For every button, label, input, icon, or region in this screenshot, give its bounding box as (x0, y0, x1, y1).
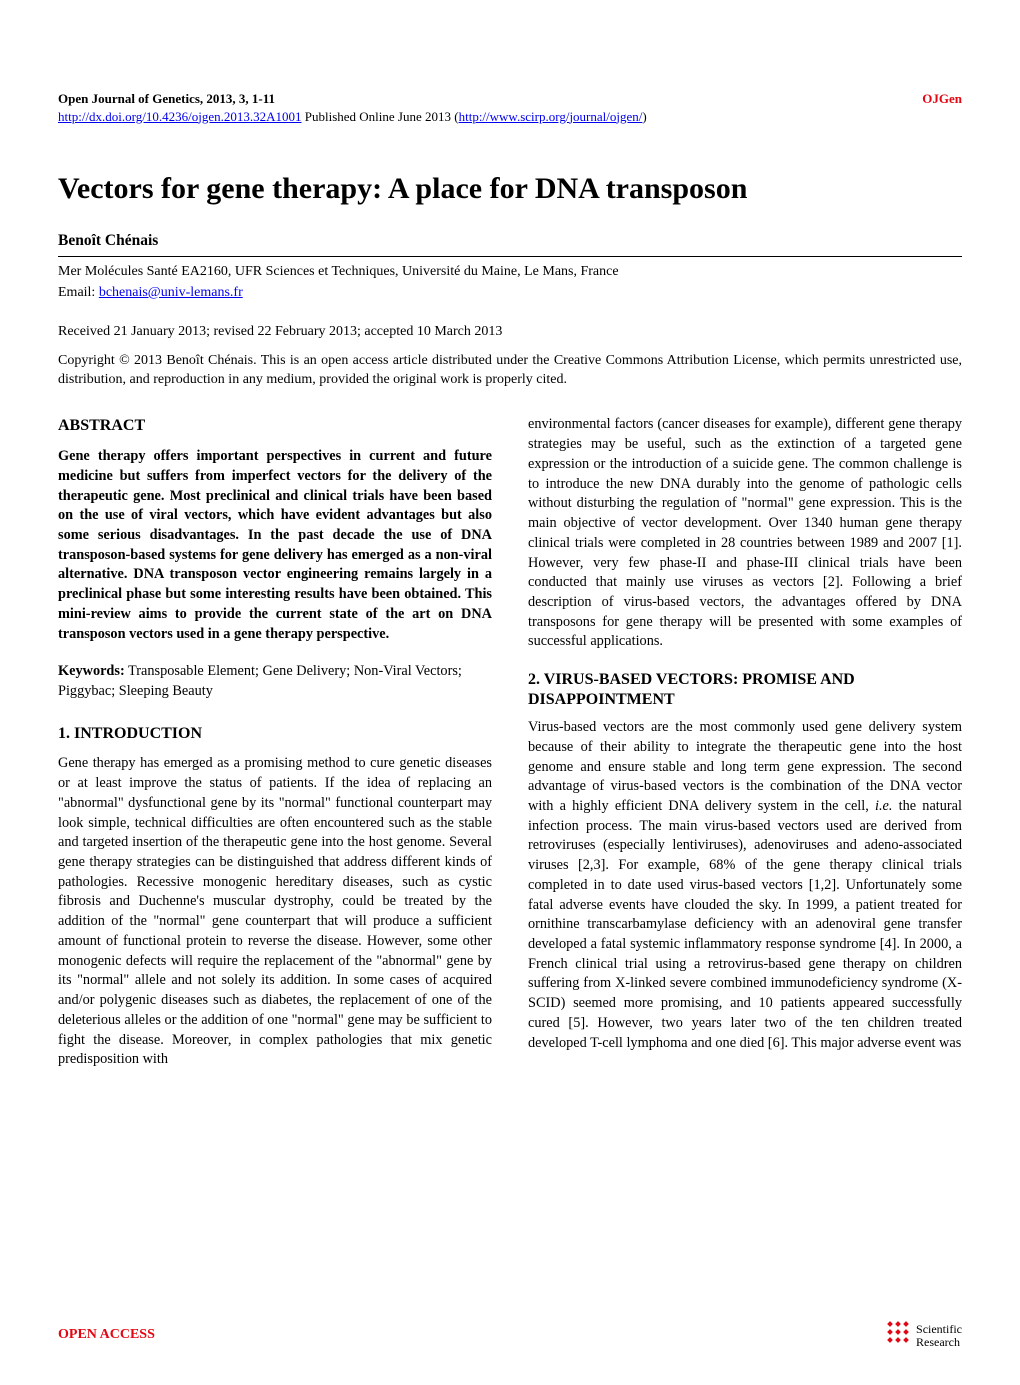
publisher-logo: Scientific Research (886, 1320, 962, 1351)
journal-citation: Open Journal of Genetics, 2013, 3, 1-11 (58, 91, 275, 106)
pub-close: ) (642, 109, 646, 124)
email-label: Email: (58, 285, 99, 300)
two-column-layout: ABSTRACT Gene therapy offers important p… (58, 415, 962, 1069)
copyright-notice: Copyright © 2013 Benoît Chénais. This is… (58, 352, 962, 390)
keywords-label: Keywords: (58, 663, 125, 679)
publisher-name-line2: Research (916, 1336, 962, 1349)
section-1-title: 1. INTRODUCTION (58, 723, 492, 745)
section-1-right-text: environmental factors (cancer diseases f… (528, 415, 962, 652)
abstract-heading: ABSTRACT (58, 415, 492, 437)
email-line: Email: bchenais@univ-lemans.fr (58, 284, 962, 303)
section-2-italic: i.e. (875, 798, 892, 814)
keywords-block: Keywords: Transposable Element; Gene Del… (58, 662, 492, 701)
pub-note: Published Online June 2013 ( (302, 109, 459, 124)
journal-url-link[interactable]: http://www.scirp.org/journal/ojgen/ (459, 109, 643, 124)
left-column: ABSTRACT Gene therapy offers important p… (58, 415, 492, 1069)
article-title: Vectors for gene therapy: A place for DN… (58, 171, 962, 207)
page-footer: OPEN ACCESS Scientific Research (58, 1320, 962, 1351)
abstract-text: Gene therapy offers important perspectiv… (58, 447, 492, 644)
affiliation: Mer Molécules Santé EA2160, UFR Sciences… (58, 263, 962, 282)
open-access-label: OPEN ACCESS (58, 1326, 155, 1345)
section-1-left-text: Gene therapy has emerged as a promising … (58, 754, 492, 1070)
header-meta: OJGen Open Journal of Genetics, 2013, 3,… (58, 90, 962, 125)
section-2-part2: the natural infection process. The main … (528, 798, 962, 1051)
email-link[interactable]: bchenais@univ-lemans.fr (99, 285, 243, 300)
author-name: Benoît Chénais (58, 231, 962, 252)
article-dates: Received 21 January 2013; revised 22 Feb… (58, 323, 962, 342)
author-divider (58, 256, 962, 257)
journal-brand: OJGen (922, 90, 962, 108)
section-2-text: Virus-based vectors are the most commonl… (528, 718, 962, 1053)
section-2-title: 2. VIRUS-BASED VECTORS: PROMISE AND DISA… (528, 670, 962, 710)
scirp-icon (886, 1320, 910, 1351)
doi-link[interactable]: http://dx.doi.org/10.4236/ojgen.2013.32A… (58, 109, 302, 124)
publisher-name-line1: Scientific (916, 1323, 962, 1336)
right-column: environmental factors (cancer diseases f… (528, 415, 962, 1069)
publisher-name: Scientific Research (916, 1323, 962, 1349)
